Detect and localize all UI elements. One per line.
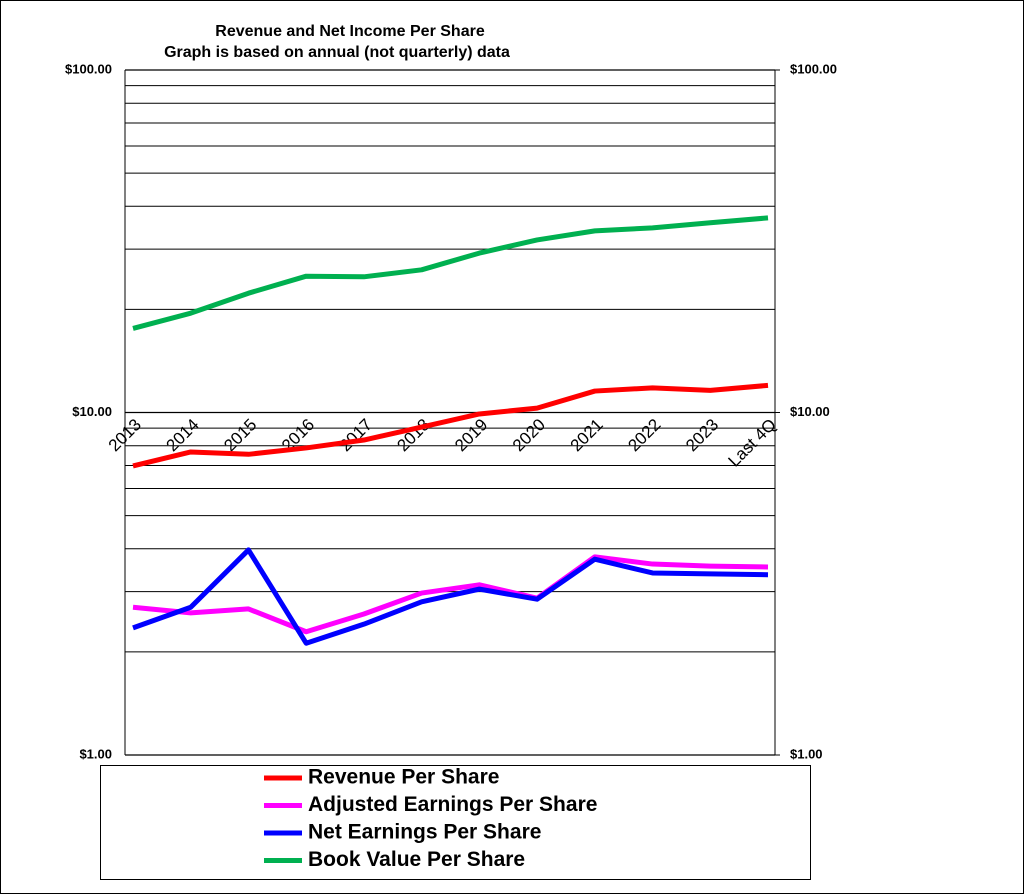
series-line bbox=[132, 382, 769, 469]
series-line bbox=[132, 554, 769, 635]
y2-tick-label: $100.00 bbox=[790, 61, 837, 76]
legend-box bbox=[100, 765, 811, 880]
chart-subtitle: Graph is based on annual (not quarterly)… bbox=[164, 44, 510, 61]
legend-label: Revenue Per Share bbox=[308, 766, 499, 789]
chart-title: Revenue and Net Income Per Share bbox=[215, 23, 485, 40]
y2-tick-label: $10.00 bbox=[790, 404, 830, 419]
series-line bbox=[132, 547, 769, 646]
y-tick-label: $10.00 bbox=[72, 404, 112, 419]
legend-label: Adjusted Earnings Per Share bbox=[308, 793, 597, 816]
y2-tick-label: $1.00 bbox=[790, 746, 823, 761]
series-line bbox=[132, 215, 769, 331]
legend-label: Book Value Per Share bbox=[308, 848, 525, 871]
y-tick-label: $1.00 bbox=[79, 746, 112, 761]
legend-label: Net Earnings Per Share bbox=[308, 821, 541, 844]
y-tick-label: $100.00 bbox=[65, 61, 112, 76]
